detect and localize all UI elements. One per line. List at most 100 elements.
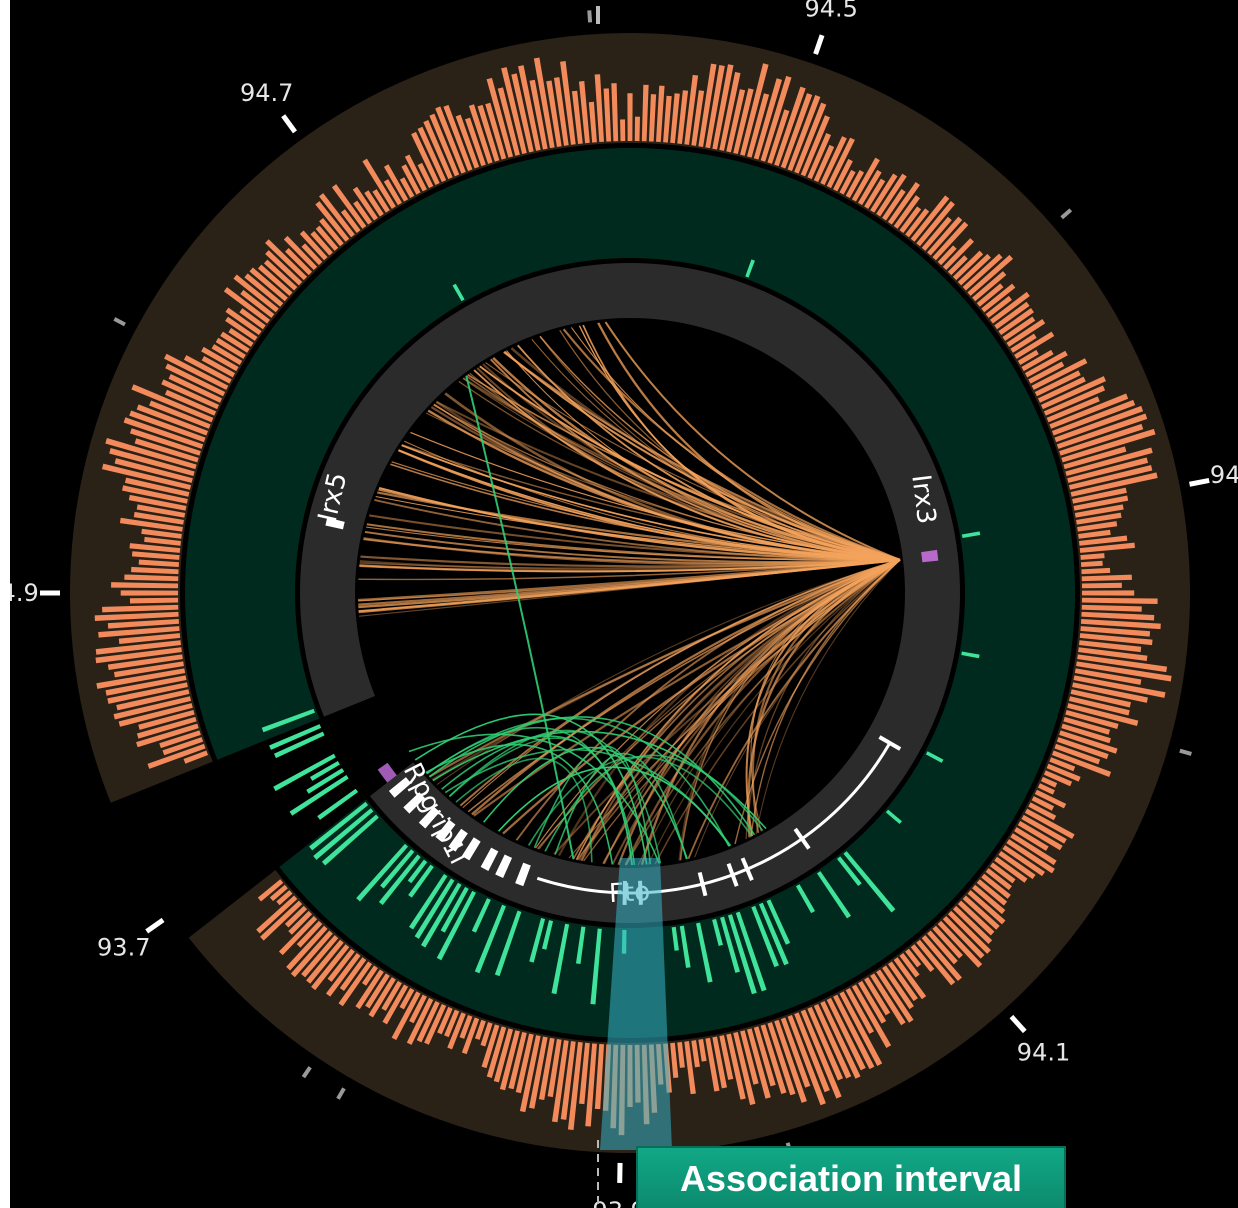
outer-bar [839, 991, 883, 1066]
outer-bar [1034, 789, 1067, 809]
outer-bar [780, 93, 813, 169]
outer-bar [851, 157, 880, 202]
outer-bar [95, 640, 181, 655]
outer-bar [603, 88, 612, 142]
outer-bar [352, 186, 378, 221]
outer-bar [113, 661, 184, 678]
outer-bar [851, 984, 892, 1048]
major-tick [145, 917, 165, 934]
interaction-arc [435, 400, 901, 562]
outer-bar [129, 597, 179, 604]
outer-bar [286, 925, 328, 971]
outer-bar [257, 879, 284, 902]
interaction-arc [694, 559, 901, 858]
major-tick [1009, 1014, 1027, 1034]
outer-bar [858, 169, 882, 206]
interaction-arc [428, 716, 756, 836]
outer-bar [813, 1003, 852, 1079]
middle-bar [751, 905, 779, 968]
outer-bar [1017, 349, 1039, 365]
outer-bar [164, 389, 217, 416]
outer-bar [990, 291, 1030, 324]
outer-bar [364, 190, 384, 217]
middle-bar [843, 851, 896, 913]
outer-bar [244, 273, 284, 307]
outer-bar [927, 930, 958, 965]
outer-bar [353, 200, 373, 225]
interaction-arc [465, 375, 575, 860]
outer-bar [533, 57, 555, 149]
outer-bar [411, 131, 440, 186]
outer-bar [826, 137, 855, 189]
interaction-arc [467, 559, 901, 813]
outer-bar [461, 1017, 480, 1055]
outer-bar [372, 189, 390, 213]
outer-bar [1079, 535, 1128, 546]
outer-bar [546, 80, 562, 147]
outer-bar [301, 243, 323, 266]
outer-bar [1067, 703, 1139, 727]
middle-bar [590, 928, 602, 1005]
middle-bar [420, 882, 462, 948]
outer-bar [579, 1042, 590, 1105]
outer-bar [538, 1037, 555, 1101]
outer-bar [560, 1041, 576, 1120]
outer-bar [340, 209, 361, 233]
interaction-arc [557, 558, 901, 857]
outer-bar [283, 235, 318, 271]
interaction-arc [747, 558, 901, 838]
outer-bar [733, 88, 754, 155]
outer-bar [515, 1033, 534, 1094]
outer-bar [942, 915, 985, 959]
outer-bar [588, 101, 597, 143]
outer-bar [916, 201, 955, 247]
middle-bar [671, 926, 679, 951]
outer-bar [1002, 316, 1036, 341]
outer-bar [1043, 385, 1106, 416]
outer-bar [1081, 604, 1142, 612]
middle-bar [720, 916, 740, 973]
outer-bar [129, 410, 206, 443]
outer-bar [278, 915, 318, 956]
outer-bar [161, 379, 220, 410]
outer-bar [1065, 447, 1153, 477]
outer-bar [677, 1042, 685, 1068]
outer-bar [455, 114, 480, 169]
middle-bar [378, 854, 421, 905]
outer-bar [459, 1014, 473, 1039]
interaction-arc [462, 559, 901, 808]
coordinate-ticks: 94.5 94.7 94.3 94.9 94.1 93.7 93.9 [10, 0, 1238, 1208]
outer-bar [1068, 465, 1153, 490]
interaction-arc [448, 737, 633, 866]
outer-bar [129, 543, 181, 553]
outer-bar [691, 1040, 700, 1068]
outer-bar [465, 117, 486, 167]
interaction-arc [431, 558, 901, 781]
association-interval-callout: Association interval [636, 1146, 1066, 1208]
outer-bar [794, 1012, 830, 1093]
middle-bar [321, 814, 379, 866]
outer-bar [1028, 802, 1057, 821]
interaction-arc [531, 338, 901, 561]
outer-bar [131, 566, 179, 575]
major-tick [813, 34, 825, 55]
outer-bar [1043, 770, 1073, 787]
middle-bar [551, 923, 570, 995]
middle-bar [273, 731, 325, 759]
outer-bar [994, 856, 1028, 883]
outer-bar [976, 283, 1004, 307]
outer-bar [905, 948, 922, 968]
outer-bar [767, 109, 790, 164]
outer-bar [518, 65, 541, 151]
outer-bar [499, 1030, 520, 1091]
outer-bar [845, 987, 874, 1034]
association-interval-label: Association interval [679, 1158, 1023, 1199]
outer-bar [119, 517, 183, 532]
outer-bar [1031, 796, 1055, 811]
outer-bar [183, 750, 209, 764]
outer-bar [1021, 814, 1067, 844]
outer-bar [1061, 723, 1111, 744]
outer-bar [1072, 487, 1127, 504]
outer-bar [985, 868, 1012, 891]
outer-bar [753, 78, 783, 160]
